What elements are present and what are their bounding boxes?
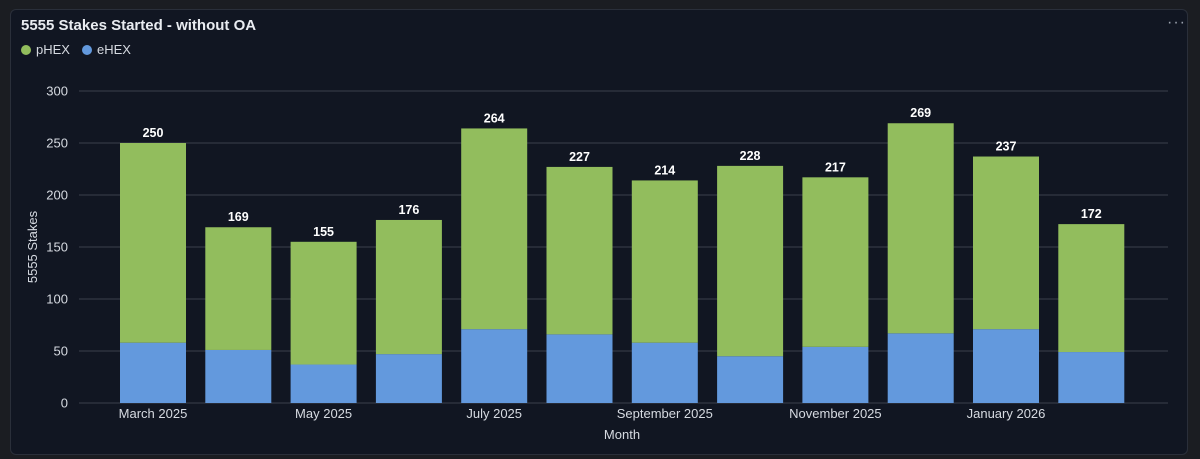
bar-phex-6[interactable] (631, 180, 698, 343)
bar-total-label-4: 264 (484, 111, 505, 125)
bar-total-label-0: 250 (143, 126, 164, 140)
legend-label-ehex: eHEX (96, 42, 131, 57)
bar-ehex-11[interactable] (1058, 352, 1125, 403)
bar-phex-3[interactable] (375, 219, 442, 355)
bar-ehex-4[interactable] (461, 329, 528, 403)
bar-phex-9[interactable] (887, 123, 954, 334)
bar-total-label-9: 269 (910, 106, 931, 120)
panel-menu-icon[interactable]: ··· (1167, 14, 1186, 31)
bar-phex-7[interactable] (717, 165, 784, 357)
y-tick-label-100: 100 (46, 292, 68, 307)
bar-total-label-3: 176 (398, 203, 419, 217)
bar-phex-4[interactable] (461, 128, 528, 330)
y-tick-label-150: 150 (46, 240, 68, 255)
x-tick-label-2: May 2025 (295, 406, 352, 421)
x-tick-label-4: July 2025 (466, 406, 522, 421)
bar-ehex-5[interactable] (546, 334, 613, 403)
legend-item-ehex[interactable]: eHEX (81, 42, 131, 57)
bar-total-label-2: 155 (313, 225, 334, 239)
bar-total-label-6: 214 (654, 163, 675, 177)
bar-ehex-0[interactable] (120, 342, 186, 403)
bar-total-label-1: 169 (228, 210, 249, 224)
bar-total-label-10: 237 (996, 140, 1017, 154)
x-tick-label-0: March 2025 (119, 406, 188, 421)
bar-ehex-8[interactable] (802, 346, 869, 403)
bar-phex-2[interactable] (290, 241, 357, 365)
bar-ehex-3[interactable] (375, 354, 442, 403)
legend-label-phex: pHEX (36, 42, 70, 57)
y-tick-label-0: 0 (61, 396, 68, 411)
bar-ehex-7[interactable] (717, 356, 784, 403)
bar-phex-11[interactable] (1058, 224, 1125, 353)
bar-ehex-9[interactable] (887, 333, 954, 403)
legend-swatch-phex (21, 44, 31, 55)
bar-total-label-11: 172 (1081, 207, 1102, 221)
legend-swatch-ehex (81, 44, 92, 55)
x-tick-label-10: January 2026 (967, 406, 1046, 421)
x-axis-title: Month (604, 427, 640, 442)
legend: pHEX eHEX (21, 42, 131, 57)
bar-phex-0[interactable] (120, 143, 186, 343)
y-axis-title: 5555 Stakes (25, 210, 40, 283)
legend-item-phex[interactable]: pHEX (21, 42, 70, 57)
bar-ehex-2[interactable] (290, 364, 357, 403)
bar-ehex-10[interactable] (973, 329, 1039, 403)
bar-total-label-7: 228 (740, 149, 761, 163)
x-tick-label-6: September 2025 (617, 406, 713, 421)
bar-phex-5[interactable] (546, 166, 613, 335)
bar-total-label-5: 227 (569, 150, 590, 164)
y-tick-label-200: 200 (46, 188, 68, 203)
bar-phex-10[interactable] (973, 156, 1039, 330)
bar-phex-8[interactable] (802, 177, 869, 347)
bar-ehex-6[interactable] (631, 342, 698, 403)
bar-phex-1[interactable] (205, 227, 272, 350)
y-tick-label-50: 50 (54, 344, 68, 359)
bar-total-label-8: 217 (825, 160, 846, 174)
y-tick-label-300: 300 (46, 84, 68, 99)
panel-title: 5555 Stakes Started - without OA (21, 17, 257, 34)
x-tick-label-8: November 2025 (789, 406, 882, 421)
y-tick-label-250: 250 (46, 136, 68, 151)
bar-ehex-1[interactable] (205, 349, 272, 403)
